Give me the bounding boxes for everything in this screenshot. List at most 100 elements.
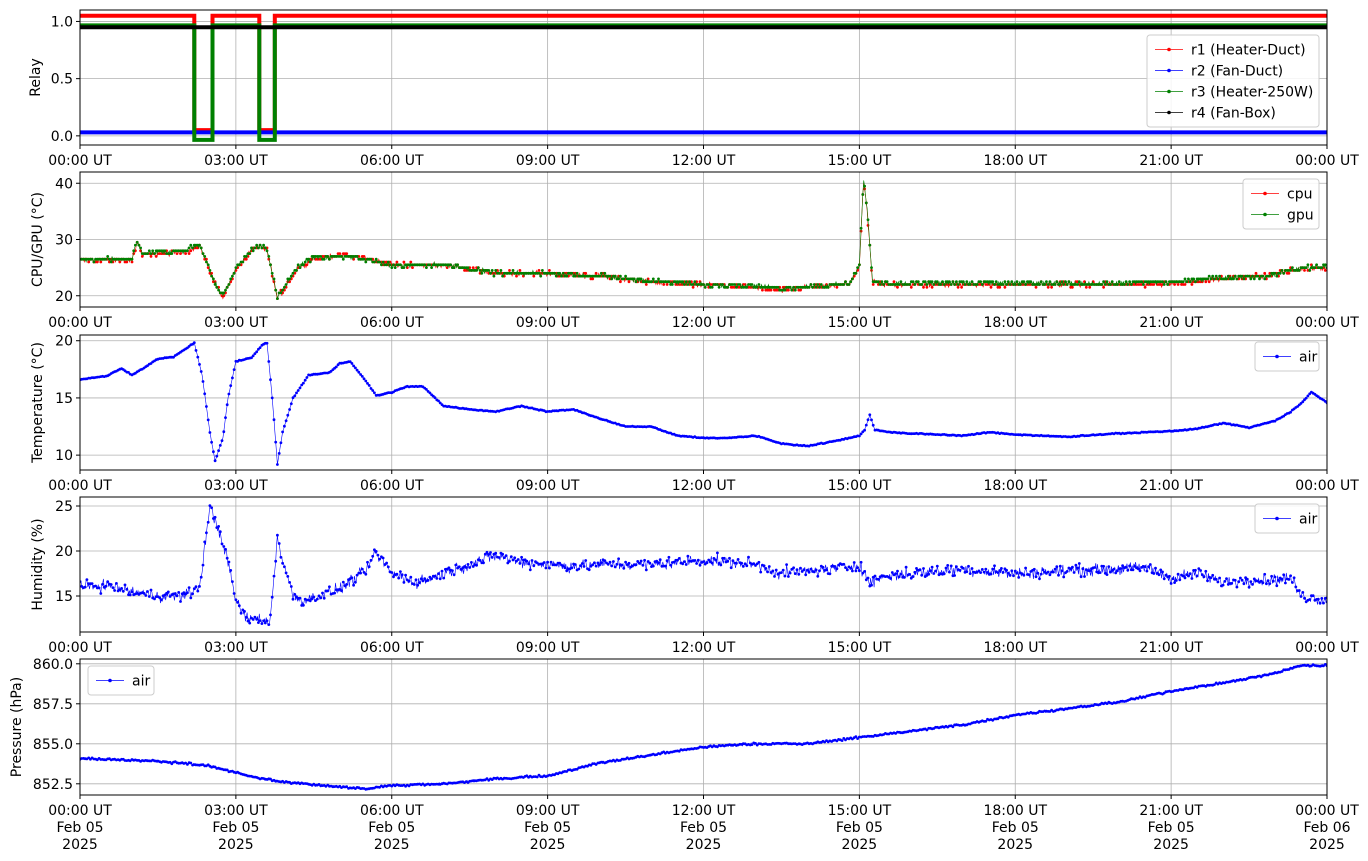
- data-point: [783, 288, 787, 292]
- data-point: [948, 280, 951, 284]
- data-point: [1280, 269, 1284, 272]
- data-point: [530, 559, 534, 562]
- data-point: [146, 252, 149, 256]
- data-point: [1169, 582, 1173, 585]
- x-tick-label: Feb 05: [836, 820, 883, 836]
- x-tick-label: 06:00 UT: [360, 640, 424, 656]
- data-point: [475, 563, 478, 567]
- data-point: [509, 555, 513, 558]
- data-point: [641, 563, 645, 567]
- data-point: [842, 562, 846, 566]
- data-point: [698, 563, 702, 567]
- data-point: [870, 583, 873, 587]
- data-point: [546, 560, 549, 564]
- data-point: [920, 283, 924, 286]
- data-point: [930, 280, 934, 284]
- data-point: [780, 571, 783, 574]
- data-point: [560, 274, 563, 278]
- data-point: [1072, 571, 1076, 574]
- data-point: [1235, 277, 1239, 281]
- data-point: [208, 504, 212, 507]
- data-point: [367, 384, 371, 387]
- x-tick-label: 12:00 UT: [672, 153, 736, 169]
- data-point: [662, 283, 666, 286]
- data-point: [800, 570, 804, 573]
- series-gpu: [80, 180, 1327, 300]
- data-point: [291, 396, 295, 400]
- data-point: [797, 572, 801, 576]
- data-point: [232, 271, 236, 275]
- data-point: [279, 291, 283, 295]
- data-point: [738, 283, 742, 286]
- data-point: [1289, 269, 1292, 272]
- data-point: [877, 577, 880, 581]
- data-point: [1226, 274, 1230, 278]
- data-point: [681, 280, 685, 284]
- data-point: [139, 246, 143, 250]
- x-tick-label: 2025: [842, 837, 878, 853]
- data-point: [1071, 565, 1074, 569]
- data-point: [1237, 580, 1241, 584]
- data-point: [135, 240, 139, 244]
- data-point: [816, 283, 820, 286]
- data-point: [934, 569, 937, 573]
- data-point: [1282, 573, 1286, 577]
- data-point: [1048, 280, 1052, 284]
- data-point: [1162, 283, 1166, 286]
- data-point: [672, 560, 676, 564]
- panel-4: 15 20 25 00:00 UT 03:00 UT 06:00 UT 09:00 UT 12…: [30, 496, 1359, 656]
- data-point: [1067, 280, 1071, 284]
- data-point: [864, 423, 868, 427]
- x-tick-label: 09:00 UT: [516, 803, 580, 819]
- data-point: [485, 550, 489, 554]
- data-point: [787, 288, 790, 292]
- data-point: [968, 283, 972, 286]
- data-point: [447, 566, 451, 570]
- data-point: [362, 255, 366, 258]
- data-point: [615, 562, 619, 566]
- data-point: [381, 260, 385, 264]
- x-tick-label: 00:00 UT: [48, 640, 112, 656]
- data-point: [1284, 581, 1287, 585]
- data-point: [1003, 285, 1007, 289]
- data-point: [284, 419, 288, 423]
- data-point: [373, 260, 376, 264]
- data-point: [244, 257, 248, 261]
- data-point: [949, 564, 953, 568]
- data-point: [793, 572, 797, 575]
- data-point: [1012, 574, 1015, 578]
- data-point: [508, 269, 511, 272]
- data-point: [269, 613, 272, 617]
- data-point: [94, 584, 97, 588]
- data-point: [922, 567, 925, 570]
- data-point: [520, 555, 523, 559]
- data-point: [132, 249, 136, 253]
- data-point: [960, 285, 963, 289]
- data-point: [310, 597, 314, 601]
- data-point: [955, 280, 958, 284]
- data-point: [1263, 271, 1267, 275]
- data-point: [258, 243, 262, 247]
- data-point: [1190, 283, 1194, 286]
- data-point: [518, 562, 522, 565]
- data-point: [250, 356, 253, 360]
- data-point: [217, 449, 221, 452]
- series-air: [80, 504, 1327, 626]
- data-point: [949, 283, 953, 286]
- data-point: [1076, 283, 1079, 286]
- x-tick-label: 12:00 UT: [672, 478, 736, 494]
- data-point: [1206, 277, 1209, 281]
- data-point: [220, 439, 224, 442]
- data-point: [909, 576, 913, 580]
- data-point: [231, 580, 234, 583]
- data-point: [594, 564, 598, 568]
- data-point: [302, 603, 305, 607]
- data-point: [994, 280, 998, 284]
- data-point: [644, 283, 648, 286]
- data-point: [416, 583, 420, 587]
- data-point: [1308, 598, 1312, 601]
- data-point: [409, 260, 413, 264]
- data-point: [1185, 280, 1189, 284]
- legend: cpu gpu: [1242, 178, 1320, 230]
- data-point: [752, 562, 756, 565]
